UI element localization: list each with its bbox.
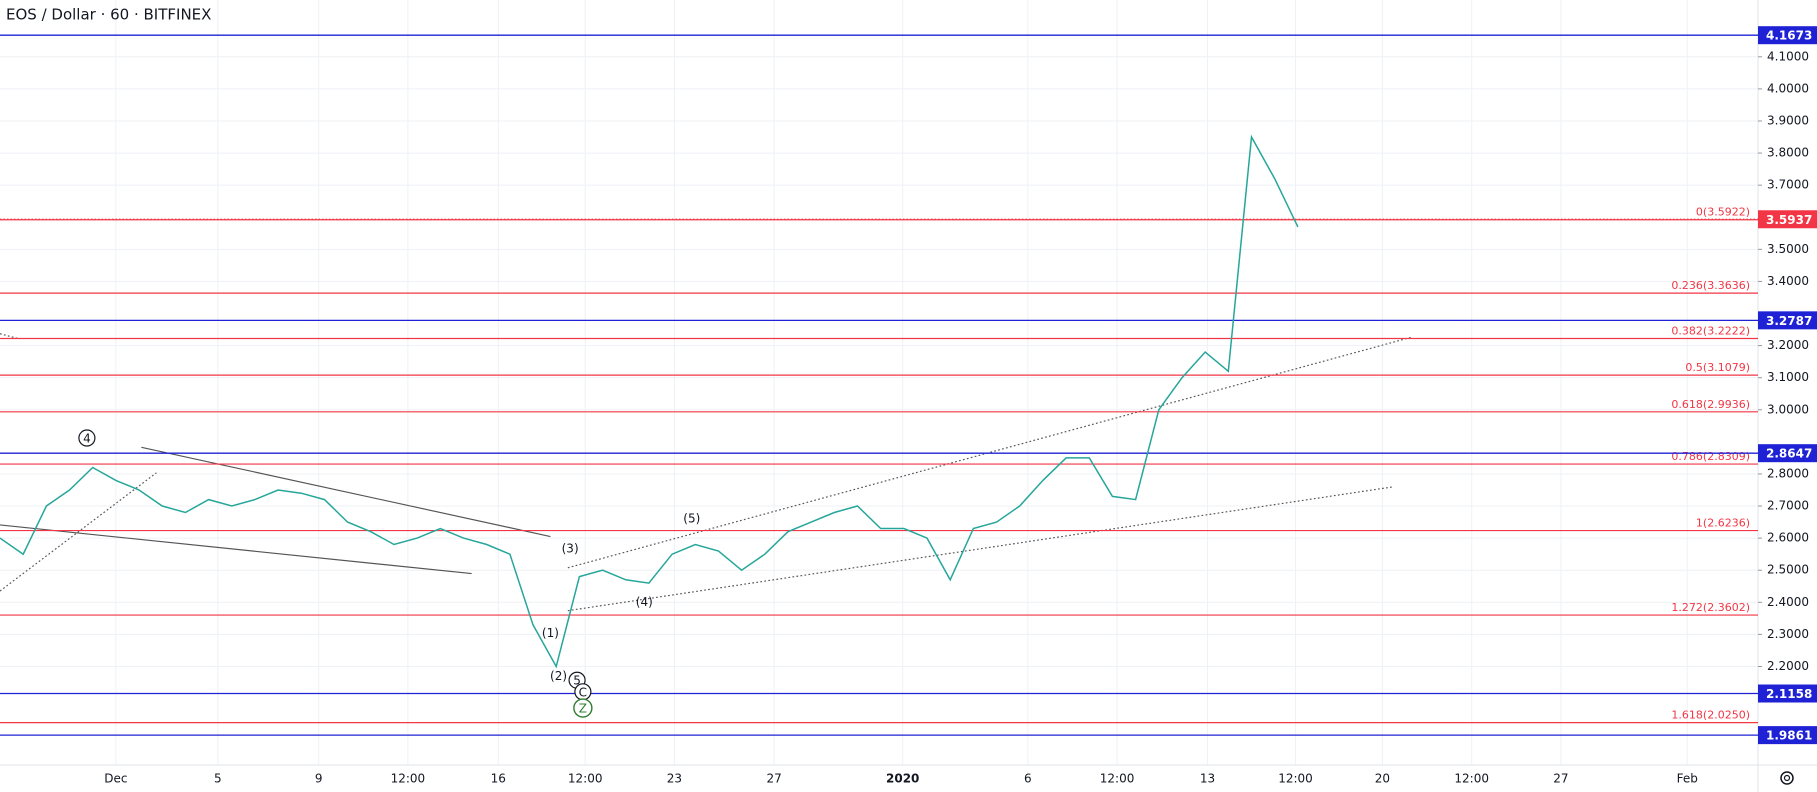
- fib-label: 0(3.5922): [1696, 206, 1750, 219]
- price-badge-label: 3.5937: [1766, 213, 1812, 227]
- wave-label: (4): [636, 595, 653, 609]
- x-tick-label: 12:00: [1278, 772, 1313, 786]
- price-badge-label: 1.9861: [1766, 729, 1812, 743]
- x-tick-label: Feb: [1677, 772, 1698, 786]
- wave-label: 5: [573, 674, 581, 688]
- price-badge-label: 2.8647: [1766, 447, 1812, 461]
- y-tick-label: 2.5000: [1767, 563, 1809, 577]
- y-tick-label: 2.7000: [1767, 499, 1809, 513]
- trendline: [141, 446, 551, 538]
- fib-label: 0.382(3.2222): [1671, 324, 1750, 337]
- price-badge: [1758, 26, 1817, 45]
- trendline: [0, 472, 157, 592]
- price-badge-label: 4.1673: [1766, 29, 1812, 43]
- x-tick-label: 2020: [886, 772, 919, 786]
- y-tick-label: 2.6000: [1767, 531, 1809, 545]
- wave-circle: [78, 429, 96, 447]
- trendline: [567, 336, 1412, 569]
- price-badge: [1758, 684, 1817, 703]
- chart-title: EOS / Dollar · 60 · BITFINEX: [6, 6, 211, 24]
- y-tick-label: 2.2000: [1767, 659, 1809, 673]
- y-tick-label: 2.4000: [1767, 595, 1809, 609]
- x-tick-label: Dec: [104, 772, 127, 786]
- x-tick-label: 27: [766, 772, 781, 786]
- x-tick-label: 23: [667, 772, 682, 786]
- price-badge-label: 2.1158: [1766, 687, 1812, 701]
- price-badge: [1758, 311, 1817, 330]
- trendlines: [0, 333, 1412, 612]
- y-tick-label: 3.2000: [1767, 338, 1809, 352]
- price-line: [0, 134, 1299, 669]
- x-tick-label: 13: [1200, 772, 1215, 786]
- x-tick-label: 12:00: [568, 772, 603, 786]
- price-badge: [1758, 444, 1817, 463]
- y-tick-label: 3.7000: [1767, 178, 1809, 192]
- y-tick-label: 3.8000: [1767, 146, 1809, 160]
- wave-label: (3): [562, 542, 579, 556]
- price-badge: [1758, 726, 1817, 745]
- wave-label: (5): [683, 511, 700, 525]
- fib-label: 1.272(2.3602): [1671, 601, 1750, 614]
- x-tick-label: 12:00: [391, 772, 426, 786]
- wave-label: Z: [579, 702, 587, 716]
- x-tick-label: 12:00: [1454, 772, 1489, 786]
- grid: [0, 0, 1758, 765]
- y-tick-label: 3.4000: [1767, 274, 1809, 288]
- fib-label: 0.5(3.1079): [1685, 361, 1750, 374]
- x-tick-label: 9: [315, 772, 323, 786]
- x-tick-label: 12:00: [1100, 772, 1135, 786]
- y-tick-label: 2.3000: [1767, 627, 1809, 641]
- y-tick-label: 3.0000: [1767, 402, 1809, 416]
- x-tick-label: 27: [1553, 772, 1568, 786]
- y-tick-label: 3.1000: [1767, 370, 1809, 384]
- fib-label: 1(2.6236): [1696, 517, 1750, 530]
- price-badge-label: 3.2787: [1766, 314, 1812, 328]
- y-tick-label: 3.5000: [1767, 242, 1809, 256]
- y-tick-label: 2.8000: [1767, 466, 1809, 480]
- y-tick-label: 3.9000: [1767, 113, 1809, 127]
- fib-label: 0.236(3.3636): [1671, 279, 1750, 292]
- fib-label: 0.618(2.9936): [1671, 398, 1750, 411]
- x-tick-label: 6: [1024, 772, 1032, 786]
- x-tick-label: 16: [491, 772, 506, 786]
- wave-label: 4: [83, 432, 91, 446]
- x-tick-label: 20: [1375, 772, 1390, 786]
- wave-label: (2): [550, 669, 567, 683]
- y-tick-label: 4.0000: [1767, 81, 1809, 95]
- price-badge: [1758, 210, 1817, 229]
- trendline: [0, 333, 18, 339]
- wave-label: C: [579, 685, 587, 699]
- wave-label: (1): [542, 626, 559, 640]
- wave-circle: [573, 698, 593, 718]
- trendline: [0, 524, 472, 575]
- settings-icon[interactable]: [1780, 771, 1794, 785]
- y-tick-label: 4.1000: [1767, 49, 1809, 63]
- x-tick-label: 5: [214, 772, 222, 786]
- fib-label: 0.786(2.8309): [1671, 450, 1750, 463]
- trendline: [567, 486, 1395, 612]
- fib-label: 1.618(2.0250): [1671, 709, 1750, 722]
